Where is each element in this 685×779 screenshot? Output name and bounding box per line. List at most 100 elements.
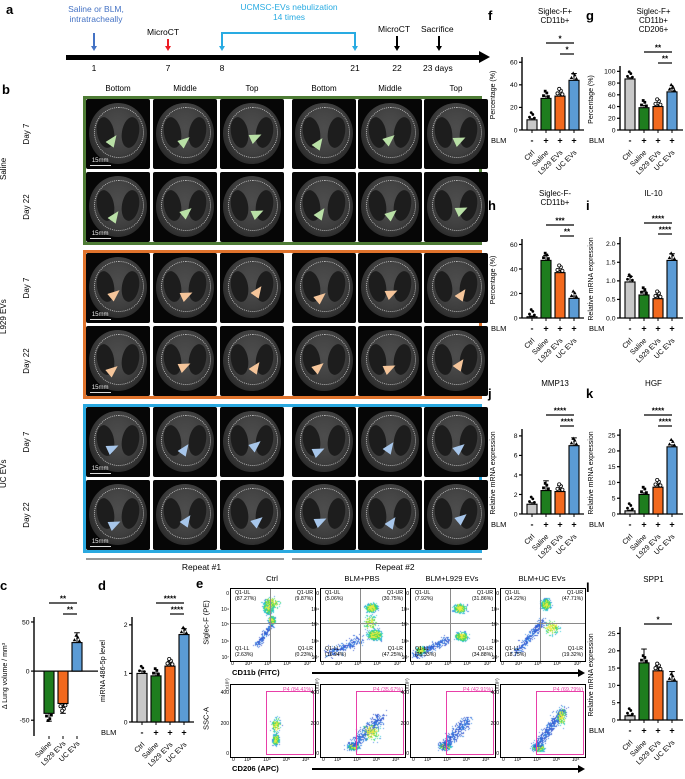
ct-image <box>292 407 356 477</box>
y-tick-label: 20 <box>608 448 616 455</box>
bar-saline <box>638 107 650 131</box>
ct-image <box>153 99 217 169</box>
ct-column-header: Top <box>245 84 259 93</box>
flow-scatter-canvas <box>231 685 313 755</box>
blm-sign: + <box>153 728 158 738</box>
x-tick-label: 10⁶ <box>463 661 471 667</box>
y-tick-label: 50 <box>22 619 30 626</box>
x-tick-label: 10⁴ <box>443 757 451 763</box>
blm-sign: + <box>641 324 646 334</box>
chart-k: k HGF 0 5 10 15 20 25 Relative mRNA expression **… <box>586 376 685 572</box>
blm-sign: + <box>543 324 548 334</box>
blm-sign: + <box>655 136 660 146</box>
ct-rib-ring <box>432 179 482 231</box>
quadrant-label: Q1-UR (47.71%) <box>561 590 583 602</box>
sacrifice-label: Sacrifice <box>421 24 454 34</box>
flow-ylabel-bottom: SSC-A <box>201 707 211 730</box>
x-tick-label: 10⁶ <box>571 757 580 763</box>
ct-image: 15mm <box>86 480 150 550</box>
significance-stars: ** <box>655 44 662 53</box>
y-tick-label: 100 <box>604 69 616 76</box>
ct-rib-ring <box>94 333 144 385</box>
x-tick-label: 10⁷ <box>573 661 581 667</box>
bar-saline <box>150 675 162 723</box>
x-tick-label: 10⁶ <box>283 661 291 667</box>
y-tick-label: 10⁴ <box>491 606 499 613</box>
flow-condition-title: BLM+UC EVs <box>518 574 566 583</box>
x-tick-label: 10⁵ <box>552 757 561 763</box>
chart-c: c -50 0 50 Δ Lung volume / mm³ ** ** Saline L929… <box>0 574 100 779</box>
x-tick-label: 10⁵ <box>462 757 471 763</box>
treatment-arrow-icon-head <box>90 46 97 51</box>
blm-sign: + <box>557 520 562 530</box>
y-tick-label: 10⁵ <box>221 622 229 629</box>
ct-group-label: UC EVs <box>0 459 8 488</box>
flow-ylabel-top: Siglec-F (PE) <box>201 600 211 645</box>
ct-rib-ring <box>228 106 278 158</box>
blm-sign: - <box>141 728 144 738</box>
bar-saline <box>540 490 552 515</box>
blm-sign: + <box>655 726 660 736</box>
chart-svg-f: Siglec-F+CD11b+ 0 20 40 60 Percentage (%) ** BL… <box>490 7 584 176</box>
chart-j: j MMP13 0 2 4 6 8 Relative mRNA expression **** *… <box>488 376 586 572</box>
ct-image: 15mm <box>86 407 150 477</box>
repeat-divider-line <box>292 558 482 560</box>
flow-condition-title: Ctrl <box>266 574 278 583</box>
blm-row-label: BLM <box>589 726 604 735</box>
y-tick-label: 10 <box>608 683 616 690</box>
y-tick-label: 40 <box>608 104 616 111</box>
y-tick-label: 0 <box>226 590 229 597</box>
x-tick-label: 10⁵ <box>282 757 291 763</box>
ct-image <box>424 253 488 323</box>
ct-image <box>358 480 422 550</box>
blm-sign: + <box>669 520 674 530</box>
significance-stars: ** <box>564 228 571 237</box>
y-tick-label: 2.0 <box>606 241 616 248</box>
microct1-label: MicroCT <box>147 27 180 37</box>
blm-sign: + <box>669 324 674 334</box>
blm-row-label: BLM <box>589 136 604 145</box>
bar-uc-evs <box>568 445 580 515</box>
y-tick-label: 25 <box>608 432 616 439</box>
blm-sign: - <box>629 726 632 736</box>
y-tick-label: 15 <box>608 464 616 471</box>
y-tick-label: 10⁷ <box>401 654 409 661</box>
x-tick-label: 10⁶ <box>301 757 310 763</box>
x-tick-label: 0 <box>501 757 505 763</box>
timeline-bar <box>66 55 480 60</box>
y-tick-label: 0 <box>514 511 518 518</box>
y-tick-label: 10⁴ <box>221 606 229 613</box>
ct-rib-ring <box>366 260 416 312</box>
bar-uc-evs <box>178 634 190 723</box>
bar-ctrl <box>526 316 538 319</box>
bar-uc-evs <box>666 446 678 515</box>
quadrant-hline <box>411 622 495 624</box>
panel-letter-d: d <box>98 578 106 593</box>
ct-rib-ring <box>161 260 211 312</box>
bar-ctrl <box>526 119 538 131</box>
p4-gate <box>356 690 404 755</box>
y-tick-label: 10⁵ <box>311 622 319 629</box>
quadrant-hline <box>501 622 585 624</box>
ct-image <box>424 99 488 169</box>
x-tick-label: 10⁶ <box>373 661 381 667</box>
panel-letter-a: a <box>6 2 14 17</box>
blm-sign: - <box>629 324 632 334</box>
chart-title: SPP1 <box>643 575 664 584</box>
bar-ctrl <box>624 281 636 319</box>
blm-sign: - <box>531 520 534 530</box>
y-tick-label: 0 <box>514 315 518 322</box>
ct-image <box>292 326 356 396</box>
ct-rib-ring <box>300 106 350 158</box>
panel-letter-e: e <box>196 576 204 591</box>
significance-stars: ** <box>662 55 669 64</box>
flow-condition-title: BLM+L929 EVs <box>425 574 479 583</box>
p4-gate-label: P4 (69.79%) <box>553 687 583 693</box>
x-tick-label: 10³ <box>244 757 252 763</box>
p4-gate-label: P4 (84.41%) <box>283 687 313 693</box>
bar-saline <box>540 97 552 131</box>
chart-h: h Siglec-F- CD11b+ 0 20 40 60 Percentage (%) ***… <box>488 186 586 376</box>
ct-day-label: Day 22 <box>22 348 31 374</box>
blm-sign: + <box>543 136 548 146</box>
